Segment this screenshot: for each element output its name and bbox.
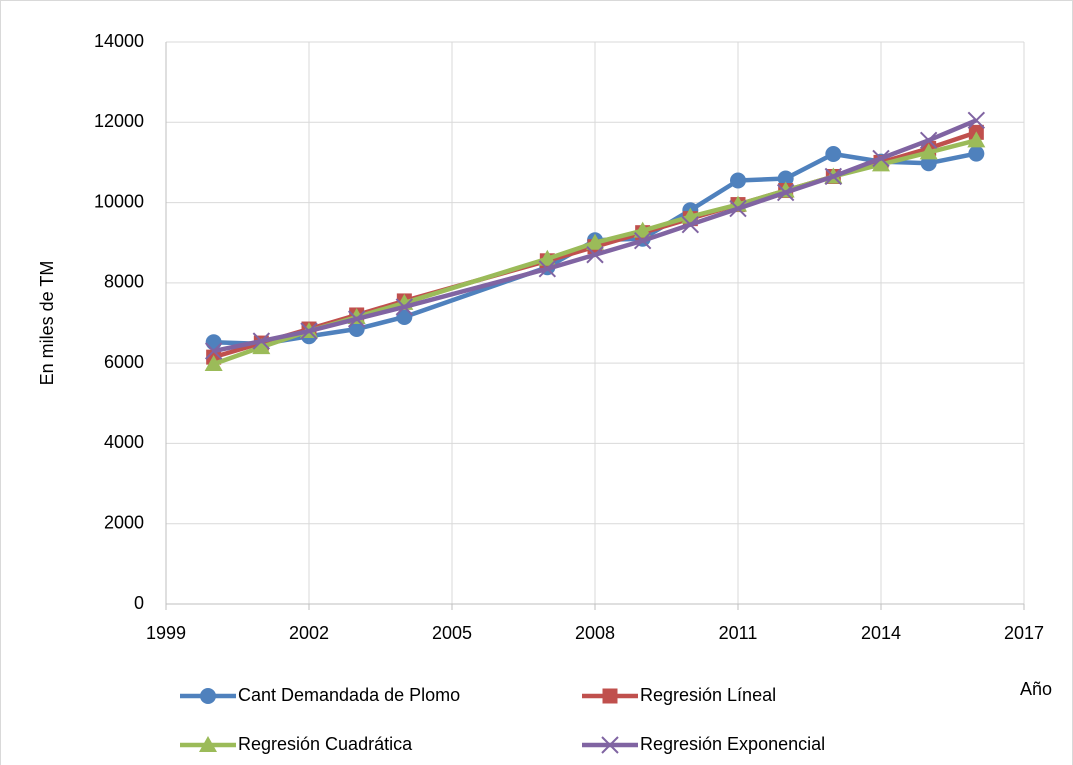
point: [300, 322, 318, 340]
y-tick-label: 4000: [104, 432, 144, 452]
point: [776, 183, 795, 202]
point: [538, 260, 557, 278]
y-tick-label: 2000: [104, 512, 144, 532]
point: [348, 321, 365, 338]
point: [729, 199, 747, 218]
point: [396, 308, 413, 325]
point: [586, 233, 604, 250]
x-axis-label: Año: [1020, 679, 1052, 699]
point: [968, 145, 985, 162]
point: [252, 332, 271, 350]
x-tick-label: 2017: [1004, 623, 1044, 643]
x-tick-label: 2014: [861, 623, 901, 643]
point: [967, 131, 986, 148]
point: [872, 155, 890, 172]
point: [252, 338, 271, 355]
legend-label: Cant Demandada de Plomo: [238, 685, 460, 705]
point: [602, 688, 618, 704]
x-tick-label: 2005: [432, 623, 472, 643]
point: [633, 221, 652, 238]
point: [681, 215, 700, 234]
point: [347, 310, 366, 328]
point: [919, 143, 938, 160]
point: [919, 131, 938, 150]
point: [777, 170, 794, 187]
point: [204, 354, 223, 371]
y-axis-label: En miles de TM: [37, 261, 57, 386]
x-tick-label: 2008: [575, 623, 615, 643]
y-tick-label: 8000: [104, 272, 144, 292]
point: [872, 149, 890, 168]
y-tick-label: 6000: [104, 352, 144, 372]
point: [204, 342, 223, 360]
x-tick-label: 2011: [719, 623, 758, 643]
point: [199, 736, 217, 752]
x-tick-label: 2002: [289, 623, 329, 643]
point: [824, 167, 843, 186]
point: [601, 736, 619, 754]
point: [395, 298, 414, 316]
point: [730, 172, 746, 189]
point: [538, 249, 557, 266]
legend-label: Regresión Exponencial: [640, 734, 825, 754]
point: [633, 231, 652, 250]
y-tick-label: 10000: [94, 191, 144, 211]
point: [967, 111, 986, 129]
y-tick-label: 12000: [94, 111, 144, 131]
point: [200, 688, 216, 704]
legend-label: Regresión Líneal: [640, 685, 776, 705]
point: [825, 145, 842, 162]
x-tick-label: 1999: [146, 623, 186, 643]
point: [586, 246, 604, 264]
legend-label: Regresión Cuadrática: [238, 734, 413, 754]
y-tick-label: 14000: [94, 31, 144, 51]
y-tick-label: 0: [134, 593, 144, 613]
